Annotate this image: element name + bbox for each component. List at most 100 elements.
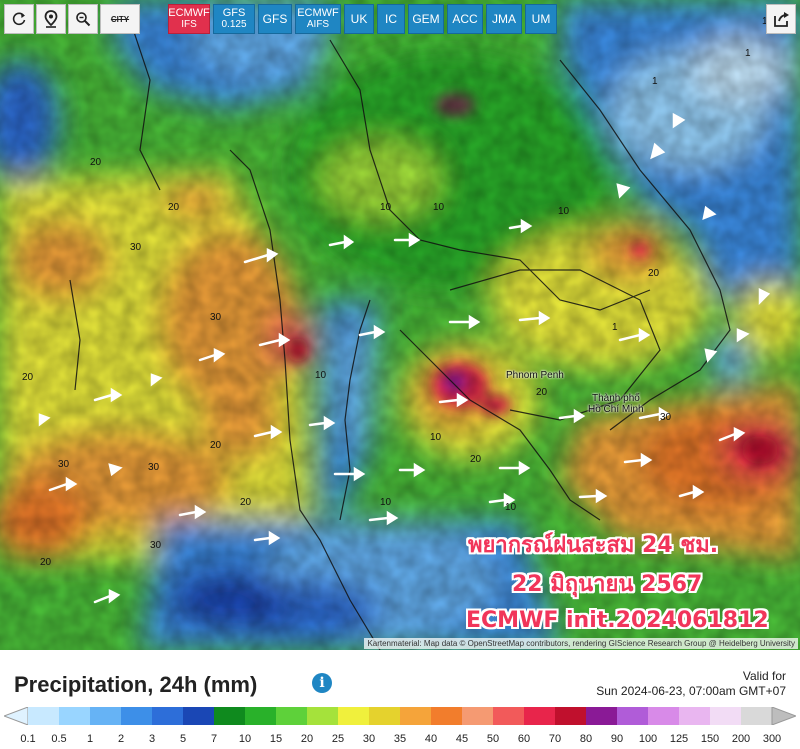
svg-text:20: 20 xyxy=(210,440,222,451)
model-button-gfs-0-125[interactable]: GFS 0.125 xyxy=(213,4,255,34)
svg-text:10: 10 xyxy=(433,202,445,213)
legend-swatch xyxy=(555,707,587,725)
svg-text:30: 30 xyxy=(58,459,70,470)
legend-swatch xyxy=(59,707,91,725)
forecast-caption-date: 22 มิถุนายน 2567 xyxy=(512,572,703,597)
svg-text:1: 1 xyxy=(652,76,658,87)
legend-swatch xyxy=(338,707,370,725)
model-label-line2: IFS xyxy=(181,19,197,30)
legend-tick-label: 50 xyxy=(486,733,500,745)
place-label-phnom-penh: Phnom Penh xyxy=(506,370,564,381)
model-button-gem[interactable]: GEM xyxy=(408,4,444,34)
model-button-label: UK xyxy=(351,13,368,25)
svg-text:30: 30 xyxy=(660,412,672,423)
legend-tick-label: 30 xyxy=(362,733,376,745)
model-button-label: ACC xyxy=(452,11,478,26)
model-button-label: ECMWF AIFS xyxy=(297,7,339,31)
info-icon[interactable]: i xyxy=(312,673,332,693)
svg-text:10: 10 xyxy=(558,206,570,217)
model-button-ecmwf-ifs[interactable]: ECMWF IFS xyxy=(168,4,210,34)
model-button-ic[interactable]: IC xyxy=(377,4,405,34)
legend-tick-label: 80 xyxy=(579,733,593,745)
legend-swatch xyxy=(741,707,773,725)
model-button-jma[interactable]: JMA xyxy=(486,4,522,34)
legend-tick-label: 300 xyxy=(762,733,782,745)
legend-over-arrow xyxy=(771,707,796,725)
legend-swatch xyxy=(369,707,401,725)
zoom-icon xyxy=(76,12,91,27)
legend-swatch xyxy=(679,707,711,725)
legend-tick-label: 2 xyxy=(117,733,125,745)
zoom-button[interactable] xyxy=(68,4,98,34)
city-toggle-button[interactable]: CITY xyxy=(100,4,140,34)
legend-swatch xyxy=(245,707,277,725)
legend-tick-label: 20 xyxy=(300,733,314,745)
svg-text:30: 30 xyxy=(210,312,222,323)
svg-text:30: 30 xyxy=(150,540,162,551)
model-button-ecmwf-aifs[interactable]: ECMWF AIFS xyxy=(295,4,341,34)
model-button-uk[interactable]: UK xyxy=(344,4,374,34)
color-legend xyxy=(4,707,796,725)
refresh-icon xyxy=(12,12,26,26)
model-button-label: JMA xyxy=(492,13,516,25)
model-button-label: GEM xyxy=(412,13,439,25)
legend-tick-label: 0.1 xyxy=(20,733,36,745)
legend-swatch xyxy=(121,707,153,725)
legend-swatch xyxy=(710,707,742,725)
model-label: ACC xyxy=(452,11,478,26)
legend-under-arrow xyxy=(4,707,29,725)
model-button-label: ECMWF IFS xyxy=(168,7,210,31)
model-button-gfs[interactable]: GFS xyxy=(258,4,292,34)
legend-swatch xyxy=(617,707,649,725)
legend-tick-label: 90 xyxy=(610,733,624,745)
legend-tick-label: 125 xyxy=(669,733,689,745)
svg-text:20: 20 xyxy=(240,497,252,508)
location-button[interactable] xyxy=(36,4,66,34)
legend-swatch xyxy=(648,707,680,725)
model-label: IC xyxy=(385,11,397,26)
svg-text:1: 1 xyxy=(612,322,618,333)
legend-tick-label: 15 xyxy=(269,733,283,745)
legend-swatch xyxy=(214,707,246,725)
svg-text:20: 20 xyxy=(22,372,34,383)
svg-text:1: 1 xyxy=(762,16,768,27)
forecast-caption-line1: พยากรณ์ฝนสะสม 24 ชม. xyxy=(468,533,719,558)
precipitation-field: 1 10 20 30 10 20 30 20 10 1 30 20 10 30 … xyxy=(0,0,800,650)
legend-swatch xyxy=(152,707,184,725)
legend-tick-label: 150 xyxy=(700,733,720,745)
model-label-line1: ECMWF xyxy=(297,7,339,19)
layer-title: Precipitation, 24h (mm) xyxy=(14,672,258,697)
svg-text:10: 10 xyxy=(315,370,327,381)
model-button-um[interactable]: UM xyxy=(525,4,557,34)
svg-text:20: 20 xyxy=(168,202,180,213)
legend-tick-label: 0.5 xyxy=(51,733,67,745)
model-label-line2: AIFS xyxy=(306,19,330,30)
map-attribution: Kartenmaterial: Map data © OpenStreetMap… xyxy=(364,638,798,649)
model-label-line2: 0.125 xyxy=(221,19,247,30)
legend-swatch xyxy=(400,707,432,725)
legend-swatch xyxy=(431,707,463,725)
svg-text:20: 20 xyxy=(536,387,548,398)
location-pin-icon xyxy=(44,10,58,28)
refresh-button[interactable] xyxy=(4,4,34,34)
model-button-acc[interactable]: ACC xyxy=(447,4,483,34)
legend-swatch xyxy=(493,707,525,725)
legend-swatch xyxy=(90,707,122,725)
legend-tick-label: 7 xyxy=(210,733,218,745)
model-label: UM xyxy=(531,11,551,26)
legend-swatch xyxy=(462,707,494,725)
svg-text:1: 1 xyxy=(745,48,751,59)
precipitation-map[interactable]: 1 10 20 30 10 20 30 20 10 1 30 20 10 30 … xyxy=(0,0,800,650)
legend-swatch xyxy=(524,707,556,725)
share-button[interactable] xyxy=(766,4,796,34)
legend-swatch xyxy=(276,707,308,725)
legend-swatch xyxy=(28,707,60,725)
legend-tick-label: 35 xyxy=(393,733,407,745)
forecast-caption-init: ECMWF init.2024061812 xyxy=(466,608,769,633)
legend-tick-label: 25 xyxy=(331,733,345,745)
model-label-line1: ECMWF xyxy=(168,7,210,19)
model-button-label: IC xyxy=(385,11,397,26)
legend-tick-label: 1 xyxy=(86,733,94,745)
svg-text:20: 20 xyxy=(40,557,52,568)
model-button-label: UM xyxy=(531,11,551,26)
